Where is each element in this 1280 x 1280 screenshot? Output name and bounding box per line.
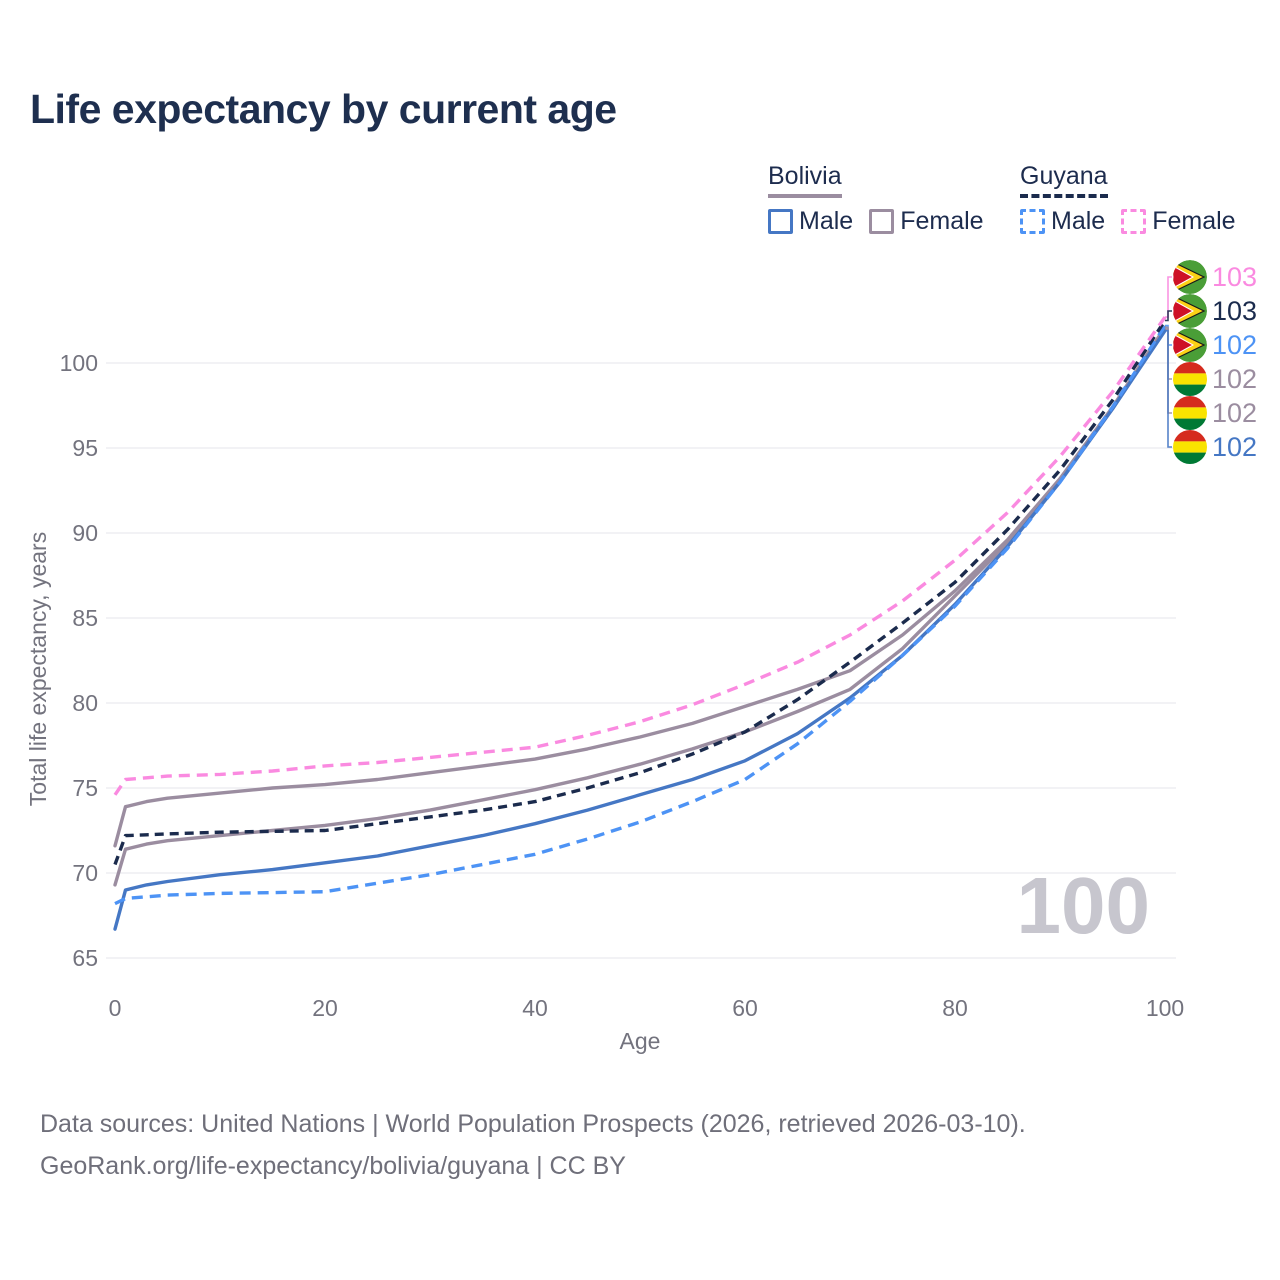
series-line-guyana-male [114,324,1167,906]
x-axis-title: Age [620,1028,661,1054]
label-connector-bolivia-male [1165,329,1172,448]
legend-label-guyana-male: Male [1051,207,1106,235]
x-tick-label-0: 0 [109,995,122,1021]
y-tick-label-65: 65 [72,945,98,971]
x-tick-label-60: 60 [732,995,758,1021]
end-value-label-guyana-both-sexes: 103 [1212,296,1257,326]
y-tick-label-70: 70 [72,860,98,886]
data-source-line: Data sources: United Nations | World Pop… [40,1110,1026,1138]
legend-item-guyana-female[interactable]: Female [1121,207,1236,236]
guyana-flag-icon [1173,328,1207,362]
legend-item-guyana-male[interactable]: Male [1020,207,1105,236]
end-value-label-bolivia-female: 102 [1212,364,1257,394]
x-tick-label-40: 40 [522,995,548,1021]
legend-label-guyana-female: Female [1152,207,1236,235]
y-tick-label-90: 90 [72,520,98,546]
series-line-bolivia-male [113,329,1167,931]
end-value-label-guyana-male: 102 [1212,330,1257,360]
y-tick-label-95: 95 [72,435,98,461]
series-line-guyana-both-sexes [113,319,1167,866]
series-line-guyana-female [113,316,1167,796]
bolivia-flag-icon [1173,430,1207,464]
label-connector-guyana-both-sexes [1165,310,1172,322]
legend-item-bolivia-female[interactable]: Female [869,207,984,236]
y-tick-label-85: 85 [72,605,98,631]
series-line-bolivia-female [113,325,1167,848]
guyana-flag-icon [1173,294,1207,328]
x-tick-label-100: 100 [1146,995,1184,1021]
guyana-male-swatch-icon [1020,209,1045,234]
legend-group-bolivia: Bolivia Male Female [768,162,984,236]
legend-label-bolivia-male: Male [799,207,854,235]
age-indicator: 100 [1016,861,1150,950]
y-tick-label-75: 75 [72,775,98,801]
x-tick-label-80: 80 [942,995,968,1021]
end-value-label-bolivia-both-sexes: 102 [1212,398,1257,428]
legend-item-bolivia-male[interactable]: Male [768,207,853,236]
end-value-label-bolivia-male: 102 [1212,432,1257,462]
guyana-flag-icon [1173,260,1207,294]
bolivia-flag-icon [1173,362,1207,396]
y-tick-label-80: 80 [72,690,98,716]
legend-country-guyana[interactable]: Guyana [1020,162,1108,198]
y-axis-title: Total life expectancy, years [25,532,51,806]
footer: Data sources: United Nations | World Pop… [40,1103,1026,1187]
legend-group-guyana: Guyana Male Female [1020,162,1236,236]
label-connector-guyana-female [1165,276,1172,318]
legend-country-bolivia[interactable]: Bolivia [768,162,842,198]
end-value-label-guyana-female: 103 [1212,262,1257,292]
page-title: Life expectancy by current age [30,86,617,132]
y-tick-label-100: 100 [60,350,98,376]
attribution-line: GeoRank.org/life-expectancy/bolivia/guya… [40,1152,626,1180]
series-line-bolivia-both-sexes [113,327,1167,887]
guyana-female-swatch-icon [1121,209,1147,234]
x-tick-label-20: 20 [312,995,338,1021]
legend-label-bolivia-female: Female [900,207,984,235]
bolivia-male-swatch-icon [768,209,793,234]
bolivia-flag-icon [1173,396,1207,430]
bolivia-female-swatch-icon [869,209,895,234]
